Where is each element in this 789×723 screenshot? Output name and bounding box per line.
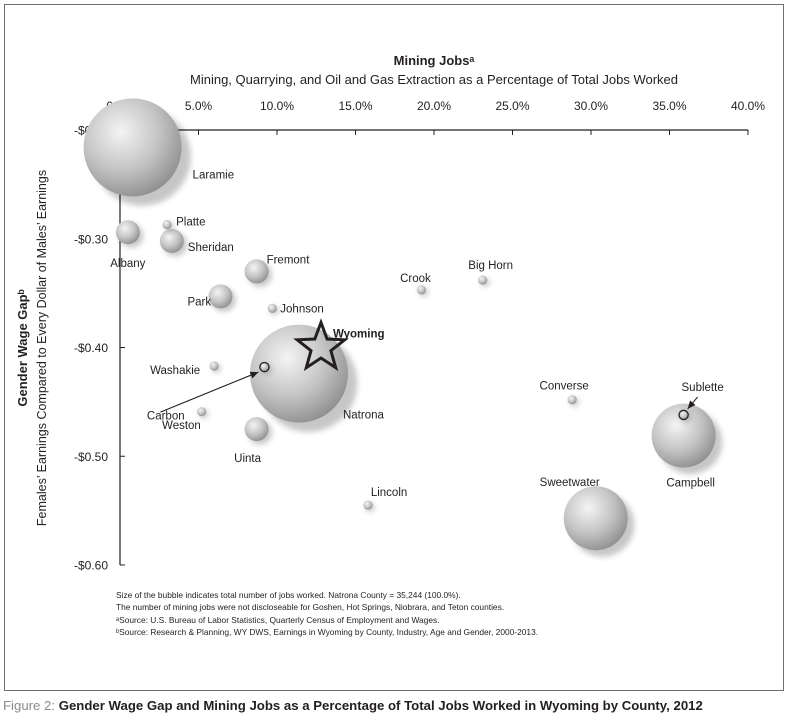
note-bubble-size: Size of the bubble indicates total numbe… bbox=[116, 590, 461, 600]
bubble-campbell bbox=[651, 403, 723, 475]
bubble-marker bbox=[249, 324, 348, 423]
bubble-marker bbox=[567, 395, 577, 405]
x-axis-subtitle: Mining, Quarrying, and Oil and Gas Extra… bbox=[190, 72, 678, 87]
label-sweetwater: Sweetwater bbox=[540, 477, 600, 489]
bubble-uinta bbox=[244, 417, 273, 445]
bubble-big-horn bbox=[478, 275, 490, 287]
note-undisclosed: The number of mining jobs were not discl… bbox=[116, 602, 505, 613]
y-axis-subtitle: Females’ Earnings Compared to Every Doll… bbox=[35, 170, 49, 526]
x-tick-label: 40.0% bbox=[731, 99, 765, 113]
figure-caption: Figure 2: Gender Wage Gap and Mining Job… bbox=[3, 698, 789, 713]
bubble-lincoln bbox=[363, 500, 375, 513]
bubble-park bbox=[208, 284, 236, 312]
y-tick-label: -$0.60 bbox=[74, 559, 108, 573]
x-tick-label: 5.0% bbox=[185, 99, 213, 113]
label-big-horn: Big Horn bbox=[468, 260, 513, 272]
bubble-marker bbox=[244, 259, 269, 284]
bubble-marker bbox=[416, 285, 427, 295]
note-source-b: ᵇSource: Research & Planning, WY DWS, Ea… bbox=[116, 626, 539, 637]
chart-frame bbox=[4, 4, 784, 691]
label-uinta: Uinta bbox=[234, 453, 261, 465]
bubble-converse bbox=[567, 395, 579, 407]
label-campbell: Campbell bbox=[666, 478, 715, 490]
label-weston: Weston bbox=[162, 420, 201, 432]
label-johnson: Johnson bbox=[280, 303, 323, 315]
label-lincoln: Lincoln bbox=[371, 487, 407, 499]
y-tick-label: -$0.50 bbox=[74, 450, 108, 464]
chart-notes: Size of the bubble indicates total numbe… bbox=[116, 589, 716, 638]
x-tick-label: 10.0% bbox=[260, 99, 294, 113]
label-park: Park bbox=[187, 296, 211, 308]
bubble-marker bbox=[115, 220, 140, 245]
bubble-albany bbox=[115, 220, 144, 248]
bubble-marker bbox=[83, 98, 182, 197]
x-tick-label: 25.0% bbox=[495, 99, 529, 113]
bubble-marker bbox=[208, 284, 233, 309]
bubble-platte bbox=[162, 220, 174, 232]
bubble-washakie bbox=[209, 361, 222, 373]
figure-caption-lead: Figure 2: bbox=[3, 698, 59, 713]
bubble-marker bbox=[159, 228, 184, 253]
label-platte: Platte bbox=[176, 217, 205, 229]
bubble-johnson bbox=[267, 303, 280, 316]
label-fremont: Fremont bbox=[267, 254, 311, 266]
bubble-marker bbox=[209, 361, 219, 371]
label-sheridan: Sheridan bbox=[188, 242, 234, 254]
bubble-marker bbox=[651, 403, 716, 468]
bubble-marker bbox=[259, 361, 270, 373]
x-axis-title: Mining Jobsᵃ bbox=[394, 53, 475, 68]
bubble-weston bbox=[259, 361, 272, 374]
bubble-sweetwater bbox=[563, 486, 635, 557]
bubble-marker bbox=[478, 275, 488, 285]
bubble-sublette bbox=[678, 409, 691, 422]
y-axis-title: Gender Wage Gapᵇ bbox=[15, 289, 30, 406]
bubble-carbon bbox=[197, 407, 209, 419]
label-natrona: Natrona bbox=[343, 410, 385, 422]
x-tick-label: 20.0% bbox=[417, 99, 451, 113]
figure-caption-text: Gender Wage Gap and Mining Jobs as a Per… bbox=[58, 698, 703, 713]
weston-callout-arrow bbox=[160, 371, 259, 413]
bubble-marker bbox=[162, 220, 172, 230]
label-carbon: Carbon bbox=[147, 411, 185, 423]
bubble-marker bbox=[678, 409, 689, 421]
wyoming-star-marker bbox=[293, 318, 349, 372]
label-albany: Albany bbox=[110, 258, 145, 270]
bubble-crook bbox=[416, 285, 429, 297]
label-crook: Crook bbox=[400, 273, 431, 285]
bubble-fremont bbox=[244, 259, 273, 287]
sublette-callout-arrow bbox=[687, 396, 699, 410]
label-washakie: Washakie bbox=[150, 365, 200, 377]
bubble-marker bbox=[563, 486, 628, 551]
y-tick-label: -$0.40 bbox=[74, 341, 108, 355]
y-tick-label: -$0.30 bbox=[74, 232, 108, 246]
bubble-sheridan bbox=[159, 228, 188, 257]
x-tick-label: 30.0% bbox=[574, 99, 608, 113]
label-converse: Converse bbox=[540, 381, 589, 393]
bubble-laramie bbox=[83, 98, 191, 206]
bubble-marker bbox=[267, 303, 277, 313]
bubble-marker bbox=[363, 500, 373, 510]
x-tick-label: 35.0% bbox=[652, 99, 686, 113]
label-wyoming: Wyoming bbox=[333, 329, 385, 341]
bubble-marker bbox=[197, 407, 207, 417]
bubble-marker bbox=[244, 417, 269, 442]
x-tick-label: 15.0% bbox=[338, 99, 372, 113]
label-laramie: Laramie bbox=[193, 169, 235, 181]
label-sublette: Sublette bbox=[682, 382, 724, 394]
note-source-a: ᵃSource: U.S. Bureau of Labor Statistics… bbox=[116, 614, 440, 625]
